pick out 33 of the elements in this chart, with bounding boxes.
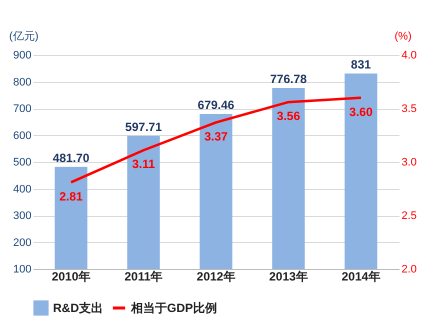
x-tick-label: 2012年: [196, 270, 236, 284]
data-label: 3.60: [349, 104, 373, 119]
y-tick-label: 400: [13, 183, 32, 196]
data-label: 776.78: [270, 72, 308, 86]
y-tick-label: 500: [13, 156, 32, 168]
data-label: 3.11: [132, 157, 156, 172]
y2-tick-label: 3.0: [402, 156, 417, 168]
data-label: 481.70: [52, 150, 90, 165]
y-tick-label: 300: [13, 210, 32, 222]
data-label: 2.81: [59, 189, 84, 204]
y2-tick-label: 2.5: [402, 210, 417, 222]
x-tick-label: 2013年: [269, 270, 308, 284]
y-tick-label: 700: [13, 103, 32, 115]
y-tick-label: 900: [13, 50, 32, 62]
x-tick-label: 2011年: [124, 270, 163, 284]
y-axis-title: (亿元): [9, 30, 38, 42]
data-label: 679.46: [198, 98, 235, 112]
x-tick-label: 2010年: [52, 270, 90, 284]
y2-axis-title: (%): [394, 30, 412, 42]
y2-tick-label: 2.0: [402, 264, 417, 276]
x-tick-label: 2014年: [342, 270, 380, 284]
y-tick-label: 200: [13, 236, 32, 249]
legend-label: 相当于GDP比例: [130, 301, 218, 315]
y2-tick-label: 4.0: [402, 50, 417, 62]
data-label: 3.37: [204, 129, 228, 144]
y-tick-label: 800: [13, 76, 32, 88]
data-label: 831: [350, 57, 372, 72]
data-label: 597.71: [125, 120, 162, 134]
y-tick-label: 100: [13, 264, 32, 276]
y2-tick-label: 3.5: [402, 103, 417, 115]
legend-label: R&D支出: [53, 301, 103, 315]
data-label: 3.56: [276, 109, 300, 124]
y-tick-label: 600: [13, 130, 32, 142]
